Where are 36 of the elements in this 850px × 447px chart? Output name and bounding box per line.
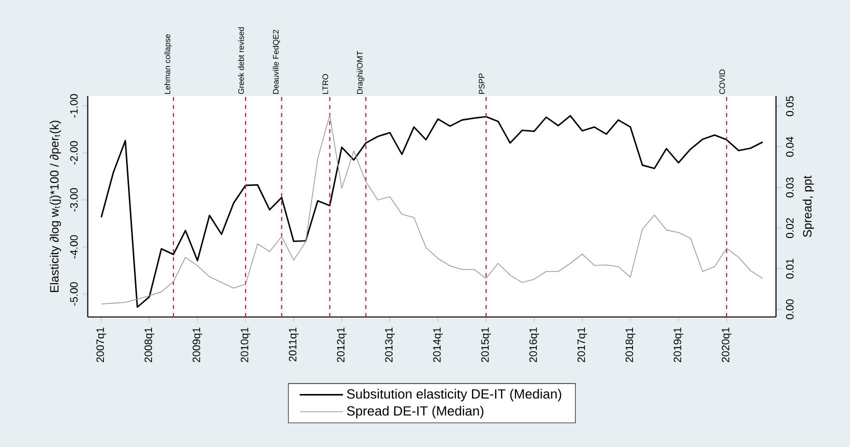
- ref-line-label: Greek debt revised: [238, 27, 244, 94]
- y-tick-label: -3.00: [70, 188, 78, 212]
- x-tick-label: 2016q1: [529, 328, 540, 362]
- y-tick-label: -1.00: [70, 94, 78, 118]
- x-tick-label: 2012q1: [336, 328, 347, 362]
- y2-tick-label: 0.01: [786, 258, 794, 279]
- x-tick-label: 2018q1: [626, 328, 636, 362]
- y-axis-title: Elasticity ∂log w$_{t}$(j)*100 / ∂per$_{t}$(k): [50, 120, 61, 292]
- y2-tick-label: 0.03: [786, 178, 794, 198]
- y2-tick-label: 0.05: [786, 96, 794, 116]
- y-tick-label: -4.00: [70, 235, 78, 259]
- x-tick-label: 2014q1: [433, 328, 443, 362]
- ref-line-label: PSPP: [478, 73, 484, 94]
- x-tick-label: 2013q1: [385, 328, 395, 362]
- y2-tick-label: 0.04: [786, 136, 794, 157]
- legend-label: Spread DE-IT (Median): [347, 406, 484, 418]
- y2-tick-label: 0.02: [786, 218, 794, 238]
- ref-line-label: Deauville FedQE2: [272, 30, 280, 94]
- x-tick-label: 2020q1: [722, 328, 732, 362]
- x-tick-label: 2010q1: [240, 328, 250, 362]
- y-tick-label: -5.00: [70, 282, 78, 306]
- ref-line-label: Draghi/OMT: [356, 51, 364, 94]
- x-tick-label: 2017q1: [577, 328, 588, 362]
- x-tick-label: 2019q1: [674, 328, 684, 362]
- x-tick-label: 2008q1: [144, 328, 154, 362]
- legend-label: Subsitution elasticity DE-IT (Median): [347, 388, 562, 402]
- y-tick-label: -2.00: [70, 141, 78, 165]
- ref-line-label: COVID: [719, 69, 725, 94]
- ref-line-label: LTRO: [322, 74, 328, 94]
- x-tick-label: 2009q1: [192, 328, 202, 362]
- x-tick-label: 2007q1: [96, 328, 106, 362]
- x-tick-label: 2011q1: [288, 328, 299, 362]
- y2-axis-title: Spread, ppt: [802, 176, 814, 237]
- y2-tick-label: 0.00: [786, 299, 794, 320]
- x-tick-label: 2015q1: [481, 328, 491, 362]
- ref-line-label: Lehman collapse: [164, 34, 172, 94]
